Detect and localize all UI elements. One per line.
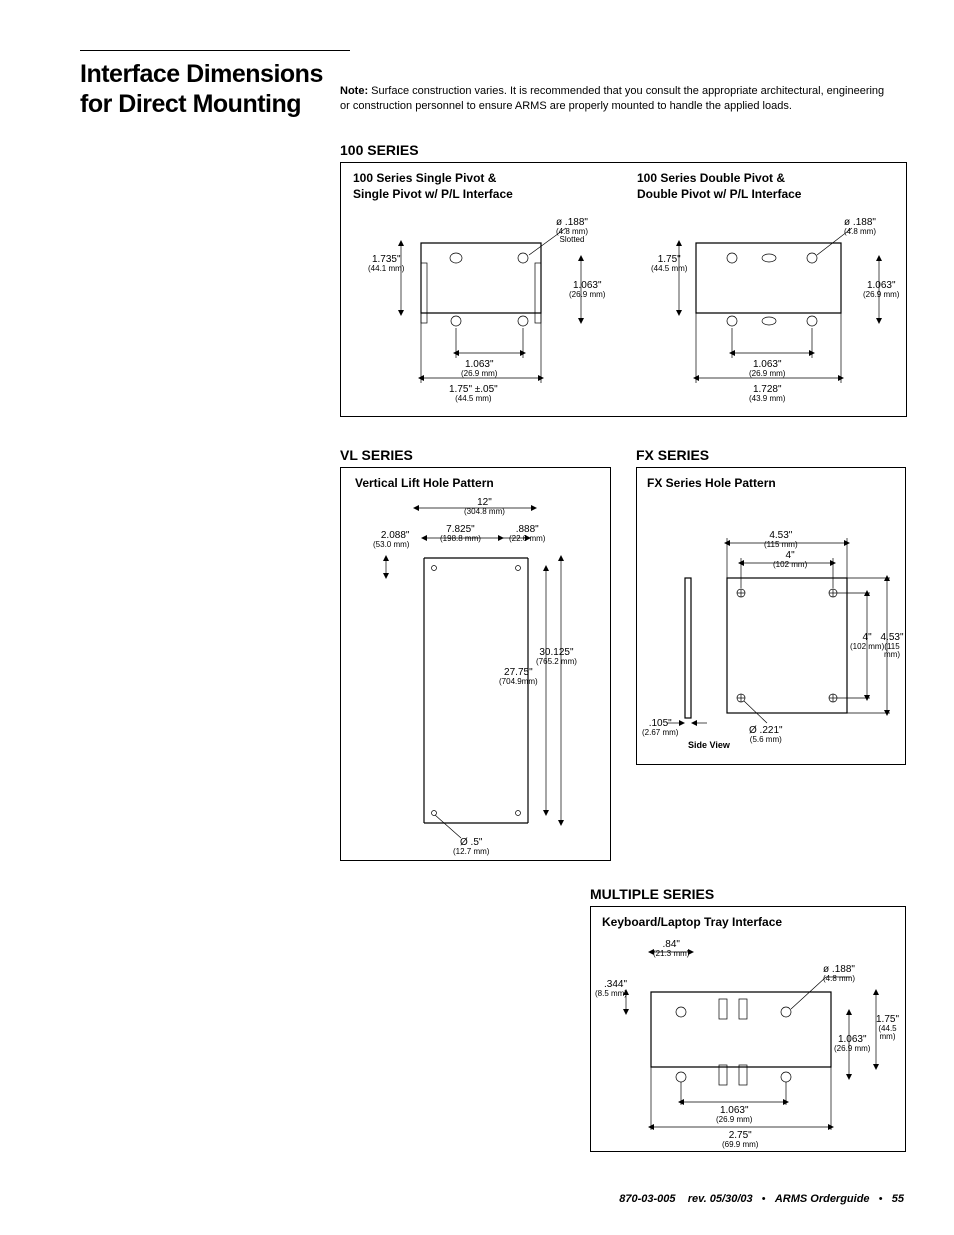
dim-multi-w1: .84"(21.3 mm) bbox=[653, 940, 689, 958]
dim-multi-b1: 1.063"(26.9 mm) bbox=[716, 1106, 752, 1124]
dim-vl-h1: 30.125"(765.2 mm) bbox=[536, 648, 577, 666]
dim-vl-h2: 27.75"(704.9mm) bbox=[499, 668, 538, 686]
single-title-1: 100 Series Single Pivot & bbox=[353, 171, 513, 187]
dim-multi-dia: ø .188"(4.8 mm) bbox=[823, 965, 855, 983]
dim-vl-dia: Ø .5"(12.7 mm) bbox=[453, 838, 489, 856]
double-title-2: Double Pivot w/ P/L Interface bbox=[637, 187, 801, 203]
section-multi-heading: MULTIPLE SERIES bbox=[590, 886, 906, 902]
dim-fx-w1: 4.53"(115 mm) bbox=[764, 531, 798, 549]
dim-100s-bot2: 1.75" ±.05"(44.5 mm) bbox=[449, 385, 498, 403]
dim-100d-bot1: 1.063"(26.9 mm) bbox=[749, 360, 785, 378]
dim-100d-dia: ø .188"(4.8 mm) bbox=[844, 218, 876, 236]
footer-rev: rev. 05/30/03 bbox=[688, 1193, 753, 1205]
section-100-heading: 100 SERIES bbox=[340, 142, 907, 158]
dim-vl-top2: 7.825"(198.8 mm) bbox=[440, 525, 481, 543]
note-block: Note: Surface construction varies. It is… bbox=[340, 84, 895, 115]
section-fx-heading: FX SERIES bbox=[636, 447, 906, 463]
dim-100s-dia: ø .188"(4.8 mm)Slotted bbox=[556, 218, 588, 244]
dim-100s-left: 1.735"(44.1 mm) bbox=[368, 255, 404, 273]
dim-fx-h2: 4.53"(115 mm) bbox=[879, 633, 905, 659]
dim-fx-w2: 4"(102 mm) bbox=[773, 551, 807, 569]
dim-multi-left: .344"(8.5 mm) bbox=[595, 980, 627, 998]
diagram-multi-box: Keyboard/Laptop Tray Interface bbox=[590, 906, 906, 1152]
note-text: Surface construction varies. It is recom… bbox=[340, 85, 884, 112]
page-title: Interface Dimensions for Direct Mounting bbox=[80, 59, 340, 119]
fx-title: FX Series Hole Pattern bbox=[647, 476, 776, 492]
dim-multi-r2: 1.063"(26.9 mm) bbox=[834, 1035, 870, 1053]
note-label: Note: bbox=[340, 85, 368, 97]
header-rule bbox=[80, 50, 350, 51]
footer-page: 55 bbox=[892, 1193, 904, 1205]
dim-100d-right: 1.063"(26.9 mm) bbox=[863, 281, 899, 299]
dim-multi-r1: 1.75"(44.5 mm) bbox=[870, 1015, 905, 1041]
dim-fx-dia: Ø .221"(5.6 mm) bbox=[749, 726, 783, 744]
footer-doc: 870-03-005 bbox=[619, 1193, 675, 1205]
footer-sep2: • bbox=[879, 1193, 883, 1205]
footer-title: ARMS Orderguide bbox=[775, 1193, 870, 1205]
dim-100d-left: 1.75"(44.5 mm) bbox=[651, 255, 687, 273]
dim-vl-left: 2.088"(53.0 mm) bbox=[373, 531, 409, 549]
dim-fx-t: .105"(2.67 mm) bbox=[642, 719, 678, 737]
diagram-vl bbox=[341, 498, 612, 858]
section-vl-heading: VL SERIES bbox=[340, 447, 611, 463]
vl-title: Vertical Lift Hole Pattern bbox=[355, 476, 494, 492]
diagram-vl-box: Vertical Lift Hole Pattern bbox=[340, 467, 611, 861]
page-footer: 870-03-005 rev. 05/30/03 • ARMS Ordergui… bbox=[619, 1193, 904, 1205]
fx-sideview-label: Side View bbox=[688, 740, 730, 750]
dim-vl-top1: 12"(304.8 mm) bbox=[464, 498, 505, 516]
dim-100d-bot2: 1.728"(43.9 mm) bbox=[749, 385, 785, 403]
dim-multi-b2: 2.75"(69.9 mm) bbox=[722, 1131, 758, 1149]
diagram-100-box: 100 Series Single Pivot & Single Pivot w… bbox=[340, 162, 907, 417]
dim-100s-bot1: 1.063"(26.9 mm) bbox=[461, 360, 497, 378]
diagram-fx-box: FX Series Hole Pattern bbox=[636, 467, 906, 765]
dim-100s-right: 1.063"(26.9 mm) bbox=[569, 281, 605, 299]
diagram-100-double bbox=[634, 213, 899, 408]
dim-vl-top3: .888"(22.6 mm) bbox=[509, 525, 545, 543]
footer-sep1: • bbox=[762, 1193, 766, 1205]
single-title-2: Single Pivot w/ P/L Interface bbox=[353, 187, 513, 203]
multi-title: Keyboard/Laptop Tray Interface bbox=[602, 915, 782, 931]
double-title-1: 100 Series Double Pivot & bbox=[637, 171, 801, 187]
